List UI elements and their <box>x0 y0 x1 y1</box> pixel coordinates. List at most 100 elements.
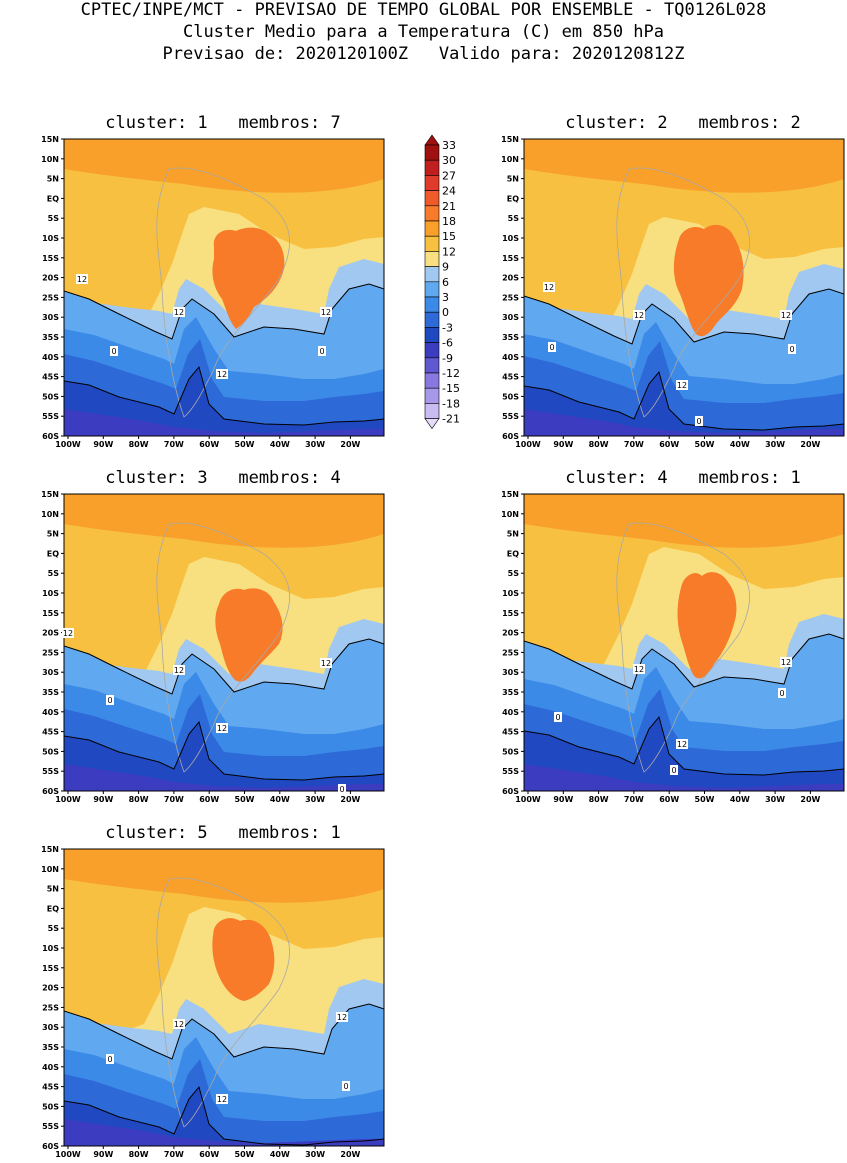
lat-label: 25S <box>502 293 519 302</box>
lat-label: 10S <box>502 589 519 598</box>
band-tm6 <box>64 409 384 436</box>
contour-label-bg <box>106 1054 114 1064</box>
lat-label: EQ <box>47 549 59 558</box>
lon-label: 70W <box>164 440 184 449</box>
contour-label-12: 12 <box>174 666 184 675</box>
lat-label: 20S <box>502 629 519 638</box>
contour-0 <box>524 370 844 431</box>
lon-label: 20W <box>340 795 360 804</box>
lat-label: 60S <box>502 787 519 796</box>
contour-label-0: 0 <box>319 347 324 356</box>
plot-frame <box>63 138 385 437</box>
colorbar-cell <box>424 387 440 404</box>
contour-label-bg <box>173 307 185 317</box>
lat-label: 55S <box>42 767 59 776</box>
lat-label: 30S <box>42 313 59 322</box>
contour-label-bg <box>62 628 74 638</box>
band-tm6 <box>64 764 384 791</box>
colorbar-label: 33 <box>442 139 456 152</box>
lon-label: 50W <box>235 1150 255 1159</box>
lon-label: 90W <box>93 440 113 449</box>
band-21-24 <box>677 572 737 679</box>
contour-label-12: 12 <box>217 724 227 733</box>
contour-label-12: 12 <box>77 275 87 284</box>
plot-frame <box>63 848 385 1147</box>
colorbar-top-arrow <box>424 134 440 146</box>
lon-label: 100W <box>515 795 541 804</box>
contour-12 <box>64 283 384 340</box>
colorbar-label: 12 <box>442 245 456 258</box>
contour-label-bg <box>76 274 88 284</box>
contour-12 <box>524 288 844 345</box>
lat-label: 15N <box>41 490 59 499</box>
colorbar-label: -15 <box>442 382 460 395</box>
continent-outline <box>156 522 290 773</box>
lat-label: 10S <box>42 589 59 598</box>
lon-label: 80W <box>129 795 149 804</box>
header-line-1: CPTEC/INPE/MCT - PREVISAO DE TEMPO GLOBA… <box>80 0 767 20</box>
lon-label: 70W <box>164 1150 184 1159</box>
contour-label-bg <box>320 658 332 668</box>
contour-label-bg <box>695 416 703 426</box>
contour-0 <box>64 1085 384 1146</box>
lat-label: 45S <box>502 728 519 737</box>
lat-label: 20S <box>42 629 59 638</box>
lat-label: 5S <box>48 569 60 578</box>
colorbar-cell <box>424 296 440 313</box>
lat-label: 15S <box>502 254 519 263</box>
lon-label: 90W <box>93 795 113 804</box>
lat-label: 5N <box>507 175 519 184</box>
contour-label-bg <box>216 723 228 733</box>
contour-label-bg <box>110 346 118 356</box>
lat-label: 20S <box>42 274 59 283</box>
colorbar-label: -6 <box>442 337 453 350</box>
lat-label: 10N <box>41 155 59 164</box>
lon-label: 50W <box>235 795 255 804</box>
lon-label: 90W <box>93 1150 113 1159</box>
contour-label-bg <box>216 369 228 379</box>
panel-5-map: 15N 10N 5N EQ 5S 10S 15S 20S 25S 30S 35S 40S 45S 50S 5… <box>41 845 385 1159</box>
lon-label: 80W <box>129 1150 149 1159</box>
plot-frame <box>523 138 845 437</box>
lat-label: 25S <box>42 293 59 302</box>
band-21-24 <box>215 588 283 682</box>
lon-label: 30W <box>305 440 325 449</box>
lat-label: 30S <box>42 1023 59 1032</box>
lat-label: 50S <box>42 747 59 756</box>
lat-label: 35S <box>502 333 519 342</box>
lon-label: 60W <box>199 440 219 449</box>
lat-label: 60S <box>42 1142 59 1151</box>
colorbar-cell <box>424 144 440 161</box>
lon-label: 40W <box>270 440 290 449</box>
lon-label: 60W <box>199 1150 219 1159</box>
colorbar-cell <box>424 372 440 389</box>
band-21-24 <box>212 227 285 329</box>
lat-label: 5S <box>48 214 60 223</box>
lat-label: 15S <box>42 254 59 263</box>
lat-label: 40S <box>42 353 59 362</box>
lat-label: 60S <box>42 787 59 796</box>
lat-label: 55S <box>42 412 59 421</box>
contour-label-12: 12 <box>781 658 791 667</box>
contour-label-bg <box>338 784 346 794</box>
colorbar-label: -18 <box>442 397 460 410</box>
lon-label: 20W <box>800 440 820 449</box>
contour-label-bg <box>106 695 114 705</box>
contour-label-12: 12 <box>677 381 687 390</box>
colorbar-cell <box>424 205 440 222</box>
band-tm3 <box>64 722 384 791</box>
lon-label: 40W <box>730 440 750 449</box>
lat-label: 15N <box>41 135 59 144</box>
lat-label: EQ <box>47 194 59 203</box>
colorbar-cell <box>424 311 440 328</box>
colorbar-cell <box>424 403 440 419</box>
contour-label-bg <box>633 664 645 674</box>
lon-label: 100W <box>55 795 81 804</box>
contour-label-0: 0 <box>107 1055 112 1064</box>
panel-1-title: cluster: 1 membros: 7 <box>105 113 341 133</box>
colorbar-label: 27 <box>442 169 456 182</box>
contour-label-bg <box>318 346 326 356</box>
contour-0 <box>64 365 384 426</box>
continent-outline <box>156 877 290 1128</box>
